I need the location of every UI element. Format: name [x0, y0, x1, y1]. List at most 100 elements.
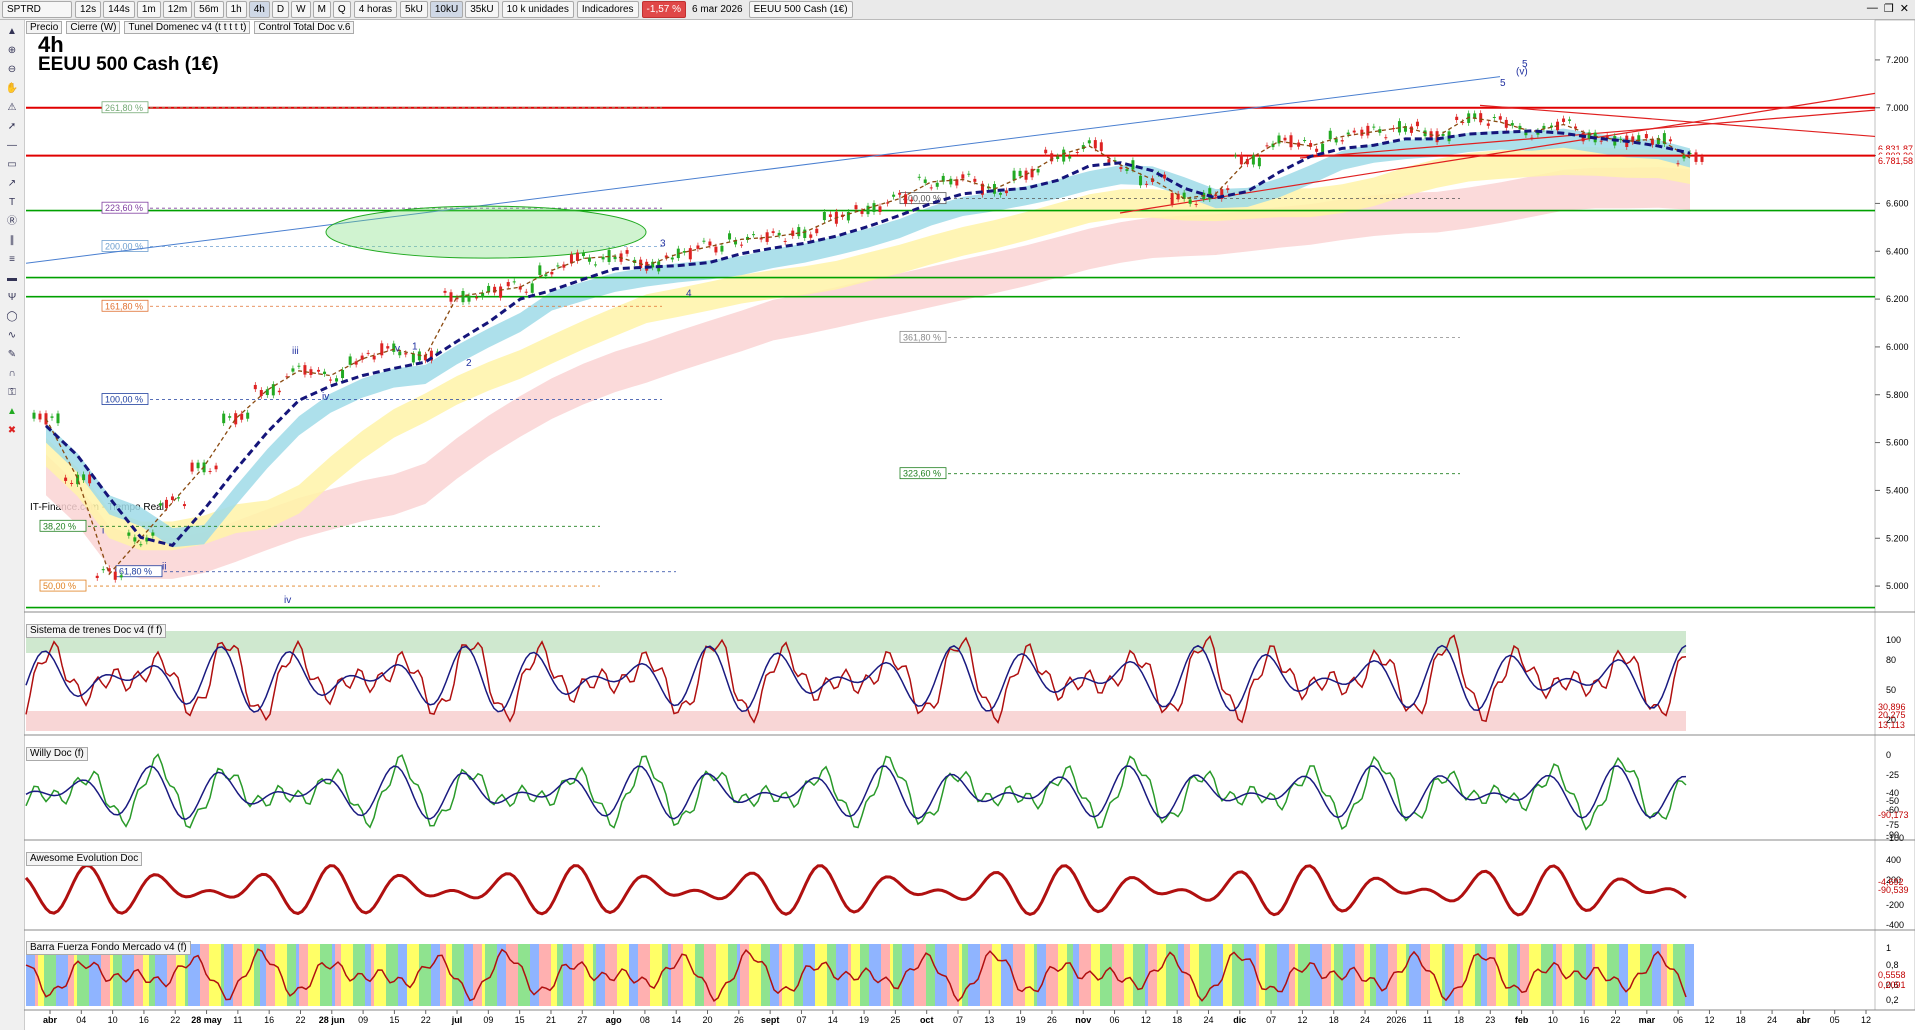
price-candle [1093, 140, 1097, 149]
strength-bar [1046, 944, 1049, 1006]
strength-bar [1658, 944, 1661, 1006]
timeframe-button-w[interactable]: W [291, 1, 311, 18]
price-candle [1107, 159, 1111, 163]
panel-title-willy[interactable]: Willy Doc (f) [26, 747, 88, 761]
panel-title-awesome[interactable]: Awesome Evolution Doc [26, 852, 143, 866]
strength-bar [938, 944, 941, 1006]
strength-bar [1253, 944, 1256, 1006]
strength-bar [446, 944, 449, 1006]
zoom-in-icon[interactable]: ⊕ [7, 45, 17, 56]
trendline-icon[interactable]: ➚ [7, 121, 17, 132]
text-box-icon[interactable]: Ⓡ [7, 216, 17, 227]
x-tick-label: 10 [108, 1015, 118, 1025]
pitchfork-icon[interactable]: Ψ [7, 292, 17, 303]
indicator-tag-cierre[interactable]: Cierre (W) [66, 21, 121, 34]
period-select[interactable]: 4 horas [353, 1, 398, 18]
x-tick-label: 21 [546, 1015, 556, 1025]
hand-icon[interactable]: ✋ [5, 83, 19, 94]
unit-button-35ku[interactable]: 35kU [465, 1, 499, 18]
timeframe-button-d[interactable]: D [271, 1, 290, 18]
timeframe-button-12s[interactable]: 12s [75, 1, 102, 18]
price-candle [967, 173, 971, 175]
timeframe-button-q[interactable]: Q [332, 1, 351, 18]
y-tick-label: 5.200 [1886, 533, 1909, 543]
strength-bar [869, 944, 872, 1006]
strength-bar [656, 944, 659, 1006]
price-candle [360, 355, 364, 360]
window-controls: — ❐ ✕ [1867, 2, 1909, 15]
tunnel-pink-band [46, 167, 1690, 579]
indicators-button[interactable]: Indicadores [576, 1, 639, 18]
minimize-icon[interactable]: — [1866, 2, 1878, 14]
thumbs-up-icon[interactable]: ▲ [7, 406, 17, 417]
circle-icon[interactable]: ◯ [6, 311, 18, 322]
rectangle-icon[interactable]: ▭ [7, 159, 17, 170]
price-candle [1542, 125, 1546, 129]
fibonacci-icon[interactable]: ≡ [9, 254, 15, 265]
magnet-icon[interactable]: ∩ [8, 368, 16, 379]
strength-bar [965, 944, 968, 1006]
symbol-selector[interactable]: SPTRD [2, 1, 72, 18]
price-candle [329, 379, 333, 381]
timeframe-button-m[interactable]: M [312, 1, 331, 18]
arrow-icon[interactable]: ↗ [7, 178, 17, 189]
unit-button-10ku[interactable]: 10kU [429, 1, 464, 18]
horizontal-line-icon[interactable]: ― [7, 140, 17, 151]
timeframe-button-4h[interactable]: 4h [248, 1, 270, 18]
price-candle [815, 228, 819, 234]
strength-bar [1298, 944, 1301, 1006]
strength-bar [497, 944, 500, 1006]
wave-label: iv [322, 392, 329, 403]
timeframe-button-56m[interactable]: 56m [194, 1, 224, 18]
price-candle [411, 353, 415, 363]
timeframe-button-144s[interactable]: 144s [103, 1, 135, 18]
strength-bar [1247, 944, 1250, 1006]
price-candle [544, 274, 548, 277]
indicator-tag-precio[interactable]: Precio [26, 21, 63, 34]
cursor-icon[interactable]: ▲ [7, 26, 17, 37]
delete-icon[interactable]: ✖ [7, 425, 17, 436]
close-icon[interactable]: ✕ [1899, 3, 1909, 15]
x-tick-label: 23 [1485, 1015, 1495, 1025]
price-candle [1479, 113, 1483, 123]
channel-icon[interactable]: ∥ [9, 235, 15, 246]
price-candle [728, 233, 732, 240]
text-icon[interactable]: T [8, 197, 16, 208]
strength-bar [53, 944, 56, 1006]
alert-icon[interactable]: ⚠ [7, 102, 17, 113]
strength-bar [632, 944, 635, 1006]
units-select[interactable]: 10 k unidades [501, 1, 574, 18]
price-candle [702, 240, 706, 242]
x-tick-label: 20 [703, 1015, 713, 1025]
lock-icon[interactable]: ⚿ [8, 387, 16, 398]
y-tick-label: 5.800 [1886, 390, 1909, 400]
restore-icon[interactable]: ❐ [1883, 3, 1894, 15]
timeframe-button-1h[interactable]: 1h [225, 1, 247, 18]
price-candle [88, 474, 92, 484]
panel-title-barra[interactable]: Barra Fuerza Fondo Mercado v4 (f) [26, 941, 191, 955]
ruler-icon[interactable]: ▬ [7, 273, 17, 284]
wave-icon[interactable]: ∿ [7, 330, 17, 341]
strength-bar [1592, 944, 1595, 1006]
strength-bar [1214, 944, 1217, 1006]
price-candle [1372, 126, 1376, 128]
panel-title-trenes[interactable]: Sistema de trenes Doc v4 (f f) [26, 624, 167, 638]
price-candle [170, 496, 174, 501]
price-candle [1473, 113, 1477, 119]
strength-bar [779, 944, 782, 1006]
strength-bar [476, 944, 479, 1006]
zoom-out-icon[interactable]: ⊖ [7, 64, 17, 75]
pencil-icon[interactable]: ✎ [7, 349, 17, 360]
strength-bar [1199, 944, 1202, 1006]
timeframe-button-1m[interactable]: 1m [136, 1, 161, 18]
strength-bar [1430, 944, 1433, 1006]
strength-bar [455, 944, 458, 1006]
unit-button-5ku[interactable]: 5kU [400, 1, 428, 18]
price-candle [688, 248, 692, 260]
indicator-tag-tunel[interactable]: Tunel Domenec v4 (t t t t t) [124, 21, 251, 34]
timeframe-button-12m[interactable]: 12m [162, 1, 193, 18]
indicator-tag-control[interactable]: Control Total Doc v.6 [254, 21, 355, 34]
strength-bar [335, 944, 338, 1006]
strength-bar [719, 944, 722, 1006]
